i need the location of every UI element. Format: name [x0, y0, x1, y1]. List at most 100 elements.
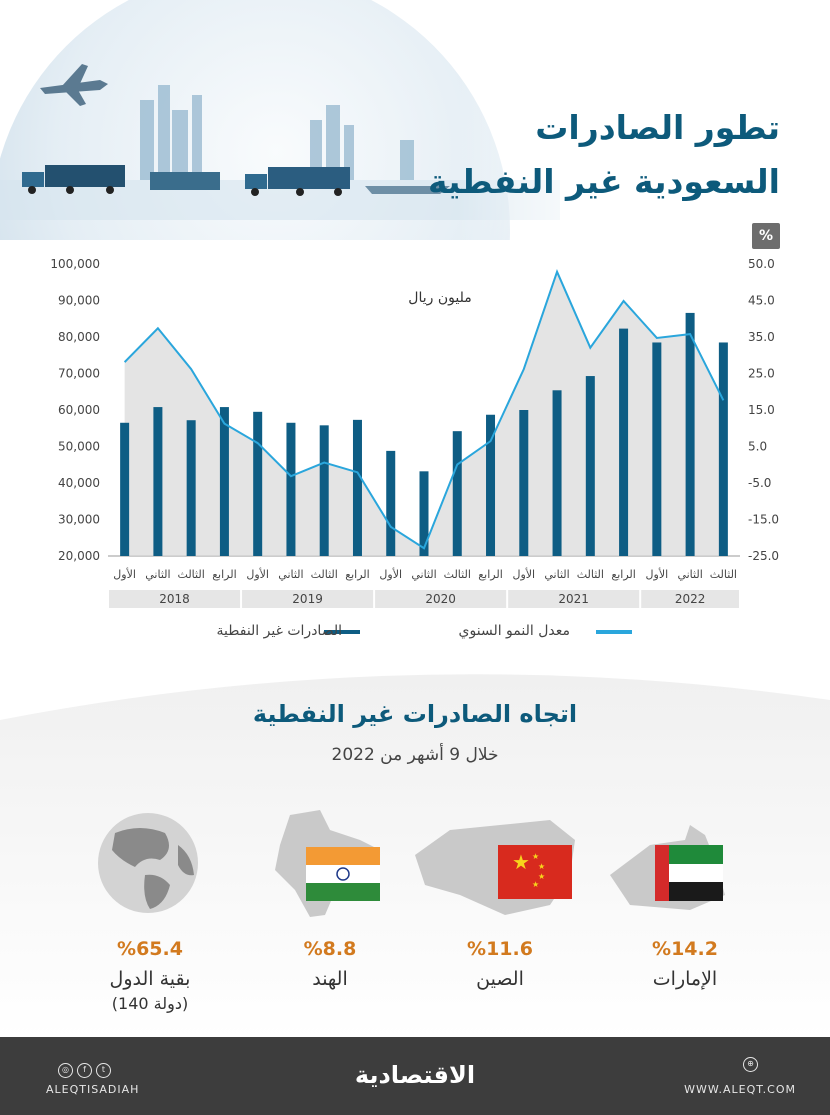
country-pct: %14.2: [652, 938, 718, 960]
y-right-tick-label: 25.0: [748, 367, 775, 381]
country-name: الإمارات: [652, 968, 718, 990]
year-band: [242, 590, 374, 608]
country-india: %8.8 الهند: [240, 805, 420, 1025]
y-left-tick-label: 100,000: [50, 257, 100, 271]
y-right-tick-label: 15.0: [748, 403, 775, 417]
year-band: [508, 590, 640, 608]
facebook-icon[interactable]: f: [77, 1063, 92, 1078]
bar: [120, 422, 130, 556]
country-name: الصين: [476, 968, 524, 990]
y-left-tick-label: 90,000: [58, 294, 100, 308]
twitter-icon[interactable]: t: [96, 1063, 111, 1078]
svg-text:★: ★: [538, 862, 545, 871]
section-subtitle: خلال 9 أشهر من 2022: [331, 745, 499, 765]
unit-label: مليون ريال: [408, 290, 471, 306]
country-name: الهند: [312, 968, 348, 990]
growth-line: [123, 269, 725, 550]
right-axis-unit-badge: %: [752, 223, 780, 249]
uae-map-flag-icon: [610, 825, 725, 910]
bar: [219, 407, 229, 556]
section-title: اتجاه الصادرات غير النفطية: [252, 700, 578, 728]
bar: [153, 407, 163, 556]
x-tick-label: الثاني: [544, 568, 569, 581]
y-left-tick-label: 50,000: [58, 440, 100, 454]
instagram-icon[interactable]: ◎: [58, 1063, 73, 1078]
bar: [253, 411, 263, 556]
x-tick-label: الثالث: [444, 568, 471, 581]
web-icon: ⊕: [743, 1057, 758, 1072]
y-right-tick-label: 5.0: [748, 440, 767, 454]
footer: ◎ f t ALEQTISADIAH الاقتصادية ⊕ WWW.ALEQT.…: [0, 1037, 830, 1115]
x-tick-label: الرابع: [212, 568, 236, 581]
y-left-tick-label: 30,000: [58, 513, 100, 527]
bar: [419, 471, 429, 556]
y-right-tick-label: 35.0: [748, 330, 775, 344]
x-tick-label: الثالث: [577, 568, 604, 581]
legend-swatch-growth: [596, 630, 632, 634]
x-tick-label: الأول: [113, 567, 136, 581]
country-pct: %11.6: [467, 938, 533, 960]
x-tick-label: الرابع: [345, 568, 369, 581]
year-band: [109, 590, 241, 608]
y-left-tick-label: 60,000: [58, 403, 100, 417]
country-uae: %14.2 الإمارات: [595, 805, 775, 1025]
country-pct: %65.4: [117, 938, 183, 960]
svg-text:★: ★: [538, 872, 545, 881]
y-right-tick-label: -15.0: [748, 513, 779, 527]
x-tick-label: الثاني: [278, 568, 303, 581]
logistics-illustration: [0, 0, 830, 240]
x-tick-label: الأول: [246, 567, 269, 581]
y-right-tick-label: 50.0: [748, 257, 775, 271]
year-band: [375, 590, 507, 608]
y-left-tick-label: 70,000: [58, 367, 100, 381]
x-tick-label: الثاني: [145, 568, 170, 581]
y-right-tick-label: -25.0: [748, 549, 779, 563]
brand-logo: الاقتصادية: [354, 1061, 476, 1089]
y-left-tick-label: 20,000: [58, 549, 100, 563]
bar: [352, 419, 362, 556]
section-background: [0, 674, 830, 1040]
x-tick-label: الثالث: [311, 568, 338, 581]
svg-text:★: ★: [512, 850, 530, 874]
y-right-tick-label: 45.0: [748, 294, 775, 308]
globe-icon: [98, 813, 198, 913]
year-label: 2020: [425, 592, 456, 606]
legend-label-exports: الصادرات غير النفطية: [216, 623, 342, 639]
exports-chart: 100,000 90,000 80,000 70,000 60,000 50,000 40,…: [50, 257, 779, 608]
country-china: ★ ★ ★ ★ ★ %11.6 الصين: [410, 805, 590, 1025]
x-tick-label: الرابع: [611, 568, 635, 581]
social-handle[interactable]: ALEQTISADIAH: [46, 1083, 140, 1096]
china-map-flag-icon: ★ ★ ★ ★ ★: [415, 820, 575, 915]
growth-area: [124, 271, 724, 556]
year-label: 2018: [159, 592, 190, 606]
header-banner: تطور الصادرات السعودية غير النفطية: [0, 0, 830, 240]
svg-text:★: ★: [532, 852, 539, 861]
bar: [585, 376, 595, 556]
x-tick-label: الأول: [646, 567, 669, 581]
bar: [619, 328, 629, 556]
bar: [718, 342, 728, 556]
country-rest: %65.4 بقية الدول (140 دولة): [60, 805, 240, 1025]
page-title-line1: تطور الصادرات: [535, 108, 780, 147]
chart-legend: معدل النمو السنوي الصادرات غير النفطية: [0, 620, 830, 650]
country-name: بقية الدول: [109, 968, 191, 990]
india-map-flag-icon: [275, 810, 380, 917]
legend-label-growth: معدل النمو السنوي: [458, 623, 570, 639]
website-link[interactable]: WWW.ALEQT.COM: [684, 1083, 796, 1096]
x-tick-label: الثاني: [677, 568, 702, 581]
bar: [685, 312, 695, 556]
bar: [286, 422, 296, 556]
x-tick-label: الثالث: [710, 568, 737, 581]
bar: [552, 390, 562, 556]
year-label: 2019: [292, 592, 323, 606]
year-label: 2022: [675, 592, 706, 606]
x-tick-label: الأول: [512, 567, 535, 581]
bar: [186, 420, 196, 556]
bar: [386, 450, 396, 556]
year-band: [641, 590, 739, 608]
country-name-note: (140 دولة): [111, 994, 189, 1013]
bar: [652, 342, 662, 556]
social-icons: ◎ f t: [58, 1057, 115, 1078]
bar: [486, 414, 496, 556]
y-left-tick-label: 80,000: [58, 330, 100, 344]
